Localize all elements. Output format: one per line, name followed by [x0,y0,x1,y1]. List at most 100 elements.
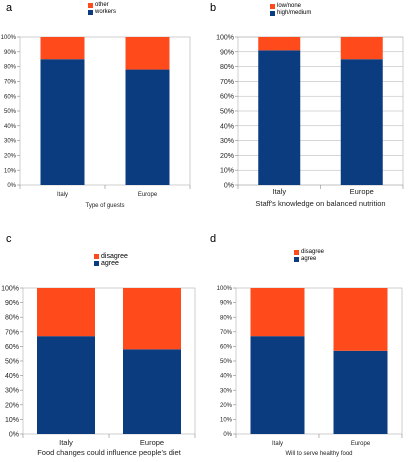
y-tick-label: 0% [223,432,232,438]
legend-swatch [94,254,99,259]
y-tick-label: 50% [4,109,17,115]
bar-agree-europe [123,349,181,434]
y-tick-label: 40% [4,124,17,130]
bar-disagree-italy [37,288,95,337]
panel-letter: b [210,2,217,14]
y-tick-label: 60% [220,345,233,351]
y-tick-label: 80% [4,65,17,71]
legend-label: agree [301,256,317,262]
panel-letter: a [6,2,13,14]
y-tick-label: 30% [4,139,17,145]
legend-swatch [88,10,93,15]
legend-swatch [270,11,275,16]
x-tick-label: Italy [272,441,283,447]
x-tick-label: Europe [351,441,371,447]
panel-b: b low/none high/medium 0% 10% 20% 30% 40% 50% 6… [204,0,408,231]
y-tick-label: 40% [220,123,234,130]
y-tick-label: 0% [9,431,19,438]
legend-swatch [294,257,299,262]
y-tick-label: 100% [217,286,233,292]
legend: low/none high/medium [270,3,311,17]
x-axis-title: Staff's knowledge on balanced nutrition [255,199,385,208]
legend-item: agree [94,260,128,267]
y-tick-label: 20% [5,402,19,409]
y-tick-label: 70% [220,330,233,336]
chart-svg: 0% 10% 20% 30% 40% 50% 60% 70% 80% 90% 100% Italy Eu… [1,285,196,457]
y-tick-label: 60% [5,344,19,351]
x-tick-label: Italy [59,438,73,447]
y-tick-label: 40% [5,373,19,380]
legend-label: agree [101,260,119,267]
y-tick-label: 30% [220,388,233,394]
legend-label: disagree [301,249,325,255]
bar-other-italy [40,37,85,60]
x-axis-title: Type of guests [85,203,124,209]
y-tick-label: 80% [220,64,234,71]
panel-letter: c [6,233,12,245]
panel-d: d disagree agree 0% 10% 20% 30% 40% 50% 60% 70% 8… [204,231,408,462]
y-tick-label: 40% [220,374,233,380]
bar-disagree-europe [333,288,388,351]
y-tick-label: 0% [7,183,16,189]
bar-disagree-europe [123,288,181,350]
legend-swatch [294,250,299,255]
bar-disagree-italy [250,288,305,337]
legend: other workers [88,2,116,16]
y-tick-label: 70% [5,329,19,336]
x-tick-label: Europe [140,438,164,447]
chart-svg: 0% 10% 20% 30% 40% 50% 60% 70% 80% 90% 100% Italy Eu… [1,35,191,209]
y-tick-label: 90% [5,300,19,307]
legend-item: workers [88,9,116,16]
legend-swatch [88,3,93,8]
legend-label: low/none [277,3,302,9]
bar-high-medium-europe [340,59,383,186]
y-tick-label: 80% [220,315,233,321]
y-tick-label: 70% [220,79,234,86]
legend-item: disagree [94,253,128,260]
bar-low-none-italy [258,37,301,51]
bar-low-none-europe [340,37,383,60]
panel-letter: d [210,233,217,245]
x-axis-title: Will to serve healthy food [285,451,352,457]
y-tick-label: 0% [224,182,234,189]
x-tick-label: Italy [57,192,68,198]
y-tick-label: 10% [4,168,17,174]
y-tick-label: 100% [1,285,19,292]
legend-swatch [94,261,99,266]
y-tick-label: 30% [220,138,234,145]
bar-workers-europe [125,69,170,185]
x-axis-title: Food changes could influence people's di… [37,448,182,457]
bar-workers-italy [40,59,85,186]
legend-label: other [95,2,109,8]
bar-agree-italy [250,336,305,434]
legend-item: disagree [294,249,324,256]
y-tick-label: 70% [4,80,17,86]
y-tick-label: 50% [5,358,19,365]
legend-label: high/medium [277,10,312,16]
legend: disagree agree [94,253,128,267]
y-tick-label: 100% [216,34,234,41]
legend-swatch [270,4,275,9]
y-tick-label: 90% [220,301,233,307]
y-tick-label: 20% [4,154,17,160]
y-tick-label: 10% [220,168,234,175]
chart-svg: 0% 10% 20% 30% 40% 50% 60% 70% 80% 90% 100% Italy Eu… [216,34,404,208]
legend: disagree agree [294,249,324,263]
bar-high-medium-italy [258,50,301,185]
y-tick-label: 10% [5,417,19,424]
legend-label: workers [95,9,117,15]
bar-agree-europe [333,350,388,434]
y-tick-label: 60% [220,94,234,101]
y-tick-label: 60% [4,94,17,100]
legend-item: other [88,2,116,9]
y-tick-label: 10% [220,418,233,424]
y-tick-label: 100% [1,35,17,41]
legend-label: disagree [101,253,128,260]
y-tick-label: 30% [5,388,19,395]
y-tick-label: 50% [220,359,233,365]
panel-a: a other workers 0% 10% 20% 30% 40% 50% 60% 70% 80… [0,0,204,231]
y-tick-label: 90% [4,50,17,56]
x-tick-label: Europe [138,192,158,198]
bar-agree-italy [37,336,95,434]
chart-svg: 0% 10% 20% 30% 40% 50% 60% 70% 80% 90% 100% Italy Eu… [217,286,403,457]
